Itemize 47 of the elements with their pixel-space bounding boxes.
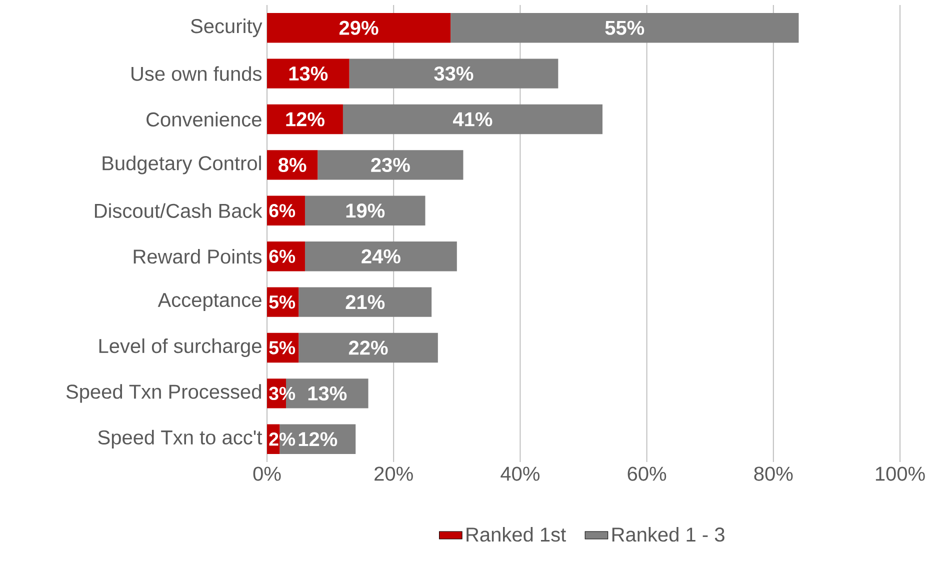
y-tick-label: Convenience xyxy=(146,112,262,127)
bar xyxy=(267,58,350,88)
bar xyxy=(304,242,457,272)
data-label: 19% xyxy=(346,204,385,218)
bar xyxy=(318,150,464,180)
data-label: 12% xyxy=(286,112,324,126)
x-tick-label: 20% xyxy=(374,466,413,481)
data-label: 5% xyxy=(269,341,296,354)
legend-label: Ranked 1st xyxy=(466,527,566,542)
bar xyxy=(304,196,426,226)
data-label: 33% xyxy=(434,66,474,81)
bar xyxy=(450,13,799,43)
data-label: 13% xyxy=(289,66,328,81)
x-tick-label: 40% xyxy=(500,466,540,481)
x-tick-label: 60% xyxy=(628,466,666,481)
legend-label: Ranked 1 - 3 xyxy=(612,527,724,542)
data-label: 24% xyxy=(362,249,400,264)
data-label: 8% xyxy=(278,158,306,172)
data-label: 41% xyxy=(453,112,492,126)
x-tick-label: 100% xyxy=(876,466,925,481)
data-label: 3% xyxy=(269,386,296,400)
bar xyxy=(349,58,558,88)
y-tick-label: Use own funds xyxy=(132,66,262,81)
bar xyxy=(267,13,451,43)
y-tick-label: Budgetary Control xyxy=(102,156,261,174)
y-tick-label: Speed Txn Processed xyxy=(66,384,261,403)
data-label: 22% xyxy=(348,340,388,355)
data-label: 55% xyxy=(605,20,644,35)
bar xyxy=(298,332,438,363)
data-label: 23% xyxy=(371,158,410,172)
data-label: 29% xyxy=(339,20,378,35)
bar xyxy=(298,287,432,317)
y-tick-label: Level of surcharge xyxy=(99,338,262,358)
y-tick-label: Acceptance xyxy=(158,293,262,311)
x-tick-label: 80% xyxy=(754,466,793,481)
data-label: 12% xyxy=(298,432,338,446)
y-tick-label: Discout/Cash Back xyxy=(94,203,262,218)
data-label: 6% xyxy=(269,250,296,263)
data-label: 6% xyxy=(269,204,296,218)
bar xyxy=(342,104,602,134)
data-label: 5% xyxy=(269,295,296,309)
y-tick-label: Speed Txn to acc't xyxy=(98,430,262,448)
data-label: 13% xyxy=(308,386,347,401)
y-tick-label: Security xyxy=(190,18,262,38)
data-label: 21% xyxy=(346,294,385,310)
x-tick-label: 0% xyxy=(253,466,281,481)
y-tick-label: Reward Points xyxy=(134,249,262,264)
